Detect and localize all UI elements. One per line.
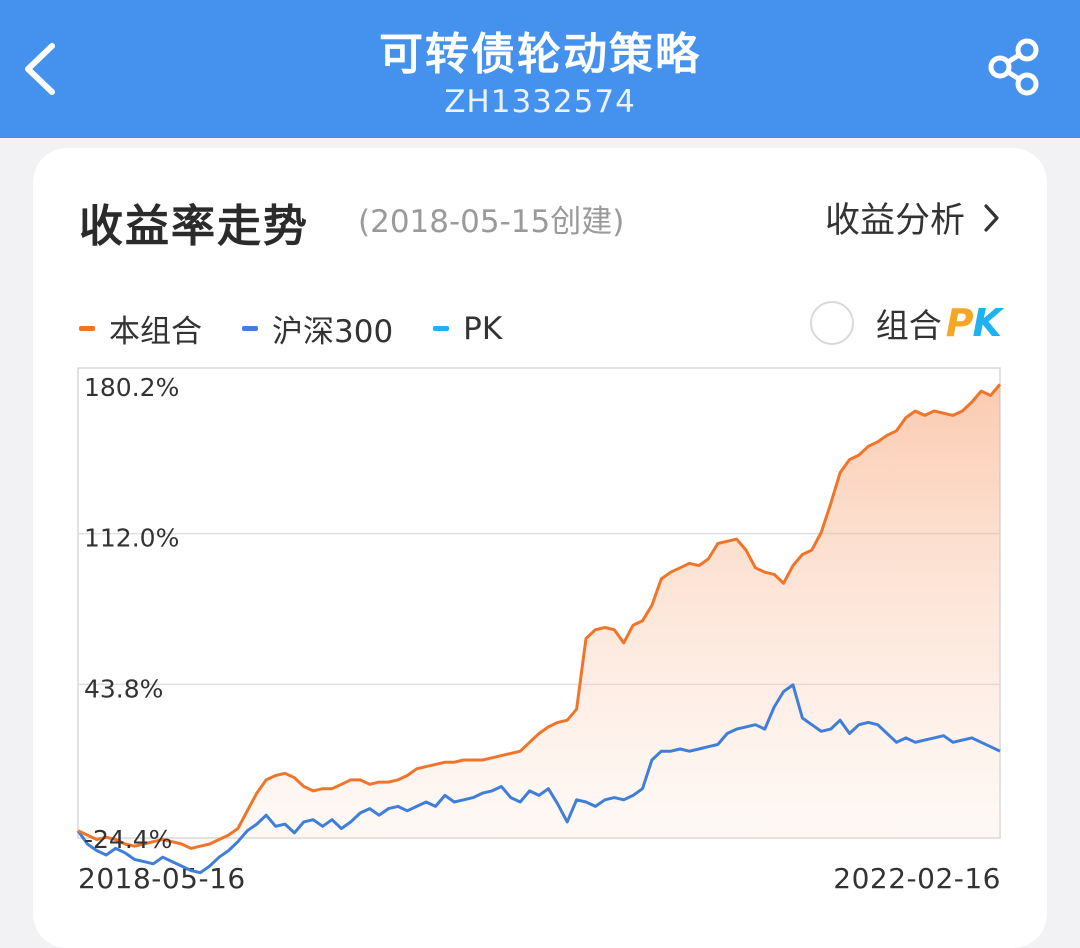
- legend-swatch: [79, 326, 95, 331]
- chevron-left-icon: [25, 43, 55, 95]
- page-title: 可转债轮动策略: [379, 29, 701, 80]
- top-bar: 可转债轮动策略 ZH1332574: [0, 0, 1080, 138]
- legend-item-pk[interactable]: PK: [433, 311, 502, 347]
- pk-logo: PK: [945, 301, 1002, 345]
- legend-label: PK: [463, 310, 503, 347]
- return-analysis-label: 收益分析: [824, 201, 965, 241]
- legend-label: 沪深300: [272, 314, 394, 350]
- section-title: 收益率走势: [79, 201, 309, 252]
- legend-swatch: [242, 326, 258, 331]
- portfolio-pk-toggle[interactable]: 组合 PK: [809, 299, 1002, 347]
- back-button[interactable]: [14, 34, 74, 104]
- pk-toggle-label: 组合: [875, 306, 942, 345]
- chevron-right-icon: [984, 203, 999, 232]
- x-axis-end-date: 2022-02-16: [833, 862, 1001, 895]
- legend-item-hs300[interactable]: 沪深300: [242, 306, 393, 351]
- portfolio-code: ZH1332574: [444, 84, 636, 120]
- legend-item-portfolio[interactable]: 本组合: [79, 306, 202, 351]
- x-axis-start-date: 2018-05-16: [78, 862, 246, 895]
- created-date: (2018-05-15创建): [358, 204, 625, 240]
- chart-legend: 本组合 沪深300 PK: [79, 306, 542, 351]
- legend-label: 本组合: [109, 314, 202, 350]
- legend-swatch: [433, 326, 450, 331]
- return-analysis-link[interactable]: 收益分析: [825, 192, 1001, 243]
- share-button[interactable]: [986, 36, 1042, 98]
- pk-radio-button[interactable]: [809, 301, 854, 345]
- return-trend-card: 收益率走势 (2018-05-15创建) 收益分析 本组合 沪深300 PK 组…: [33, 148, 1047, 948]
- share-icon: [988, 38, 1039, 96]
